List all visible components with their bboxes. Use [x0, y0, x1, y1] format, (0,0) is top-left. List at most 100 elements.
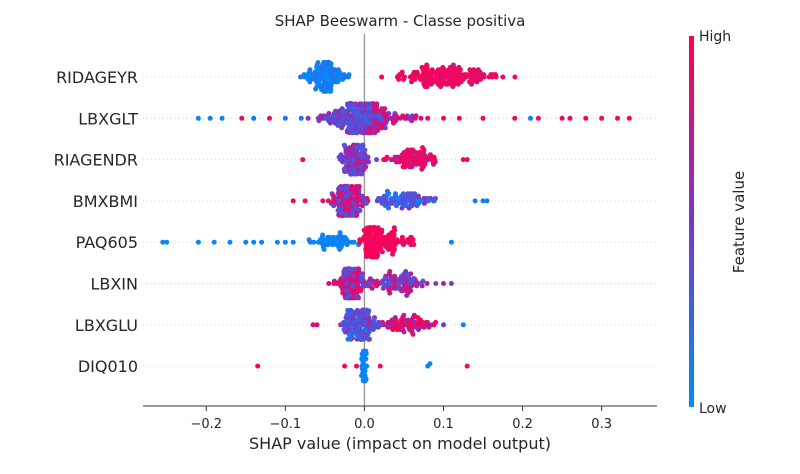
shap-dot: [360, 349, 366, 355]
shap-dot: [355, 327, 361, 333]
shap-dot: [374, 101, 380, 107]
shap-dot: [354, 331, 360, 337]
shap-dot: [259, 239, 265, 245]
shap-dot: [433, 319, 439, 325]
shap-dot: [426, 198, 431, 204]
shap-dot: [330, 234, 336, 240]
shap-dot: [559, 115, 565, 121]
shap-dot: [424, 281, 430, 286]
shap-dot: [481, 72, 487, 78]
shap-dot: [375, 127, 381, 133]
shap-dot: [410, 198, 416, 204]
shap-dot: [302, 198, 308, 204]
x-tick-label: −0.2: [190, 417, 222, 432]
shap-dot: [375, 242, 381, 248]
shap-dot: [336, 198, 342, 204]
shap-dot: [371, 120, 377, 126]
dots-layer: [160, 59, 632, 384]
feature-label-riagendr: RIAGENDR: [54, 151, 138, 170]
shap-dot: [408, 271, 414, 277]
shap-dot: [358, 171, 364, 177]
shap-dot: [340, 290, 346, 296]
shap-dot: [399, 193, 405, 199]
shap-dot: [367, 234, 373, 240]
shap-dot: [359, 308, 364, 314]
shap-dot: [359, 203, 365, 209]
shap-dot: [360, 361, 366, 367]
shap-dot: [399, 319, 405, 325]
shap-dot: [480, 198, 486, 204]
shap-dot: [392, 315, 398, 321]
shap-dot: [458, 76, 464, 82]
shap-dot: [348, 171, 354, 177]
shap-dot: [407, 281, 413, 286]
shap-dot: [393, 113, 399, 119]
shap-dot: [381, 193, 387, 199]
shap-dot: [407, 161, 413, 167]
shap-dot: [255, 363, 261, 369]
shap-dot: [314, 322, 320, 328]
shap-dot: [361, 198, 367, 204]
shap-dot: [374, 283, 380, 289]
shap-dot: [382, 276, 388, 282]
feature-label-bmxbmi: BMXBMI: [73, 192, 138, 211]
shap-dot: [414, 203, 420, 209]
shap-dot: [344, 281, 350, 286]
shap-dot: [352, 118, 357, 124]
shap-dot: [374, 322, 380, 328]
shap-dot: [331, 118, 337, 124]
shap-dot: [251, 239, 257, 245]
shap-dot: [407, 74, 413, 80]
shap-dot: [371, 242, 377, 248]
shap-dot: [360, 142, 366, 148]
shap-dot: [467, 79, 473, 85]
shap-dot: [441, 322, 446, 328]
shap-dot: [328, 81, 334, 87]
shap-dot: [364, 225, 370, 231]
shap-dot: [341, 166, 347, 172]
shap-dot: [441, 281, 446, 286]
shap-dot: [355, 196, 361, 201]
shap-dot: [363, 322, 369, 328]
shap-dot: [348, 159, 354, 165]
feature-label-diq010: DIQ010: [78, 357, 138, 376]
feature-label-ridageyr: RIDAGEYR: [56, 68, 138, 87]
shap-dot: [386, 288, 392, 294]
shap-dot: [319, 69, 325, 75]
shap-dot: [307, 239, 313, 245]
shap-dot: [410, 331, 416, 337]
shap-dot: [239, 115, 245, 121]
shap-dot: [403, 154, 409, 160]
shap-dot: [315, 239, 321, 245]
shap-dot: [164, 239, 170, 245]
shap-dot: [401, 76, 407, 82]
shap-dot: [380, 242, 386, 248]
shap-dot: [385, 324, 391, 330]
shap-dot: [346, 322, 352, 328]
shap-dot: [320, 232, 326, 238]
shap-dot: [406, 285, 412, 291]
shap-dot: [347, 293, 353, 298]
shap-dot: [387, 319, 393, 325]
shap-dot: [377, 363, 383, 369]
shap-dot: [363, 239, 369, 245]
shap-dot: [426, 74, 432, 80]
shap-dot: [450, 84, 456, 90]
shap-dot: [374, 157, 379, 163]
shap-dot: [341, 327, 347, 333]
shap-dot: [326, 281, 332, 286]
shap-dot: [418, 76, 424, 82]
shap-dot: [211, 239, 217, 245]
shap-dot: [346, 108, 352, 114]
shap-dot: [373, 226, 379, 231]
colorbar: [689, 36, 694, 407]
feature-label-lbxin: LBXIN: [90, 275, 138, 294]
shap-dot: [399, 239, 404, 245]
shap-dot: [415, 319, 421, 325]
shap-dot: [434, 69, 440, 75]
shap-dot: [430, 198, 436, 204]
shap-dot: [326, 60, 332, 66]
shap-dot: [417, 149, 423, 155]
shap-dot: [327, 86, 333, 92]
shap-dot: [337, 185, 343, 191]
